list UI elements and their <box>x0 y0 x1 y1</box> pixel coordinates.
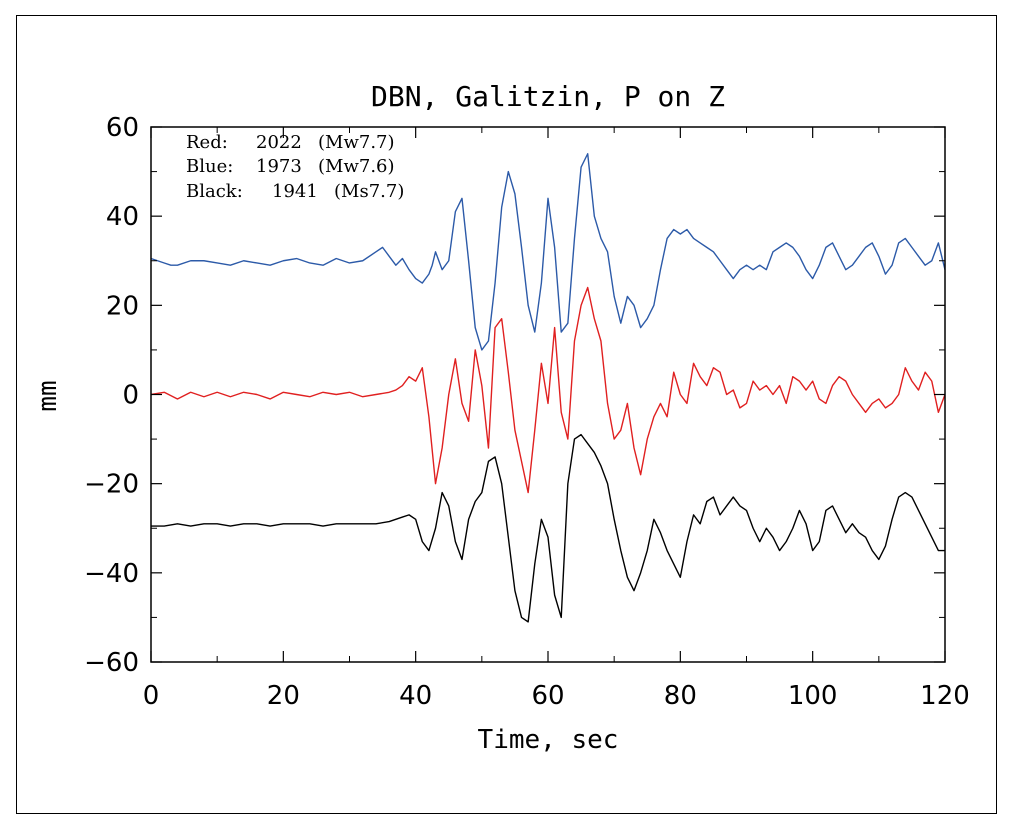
x-tick-label-5: 100 <box>788 681 838 711</box>
y-tick-label-2: 20 <box>106 291 139 321</box>
x-tick-label-6: 120 <box>920 681 970 711</box>
y-axis-label: mm <box>33 380 63 411</box>
legend-blue-year: 1973 <box>256 156 302 177</box>
legend-black-label: Black: <box>186 181 243 202</box>
figure-frame <box>16 15 997 814</box>
y-tick-label-5: −40 <box>84 559 139 589</box>
x-tick-label-4: 80 <box>664 681 697 711</box>
y-tick-label-3: 0 <box>122 381 139 411</box>
legend-black-mag: (Ms7.7) <box>334 181 404 202</box>
axis-tick-labels: 0 20 40 60 80 100 120 60 40 20 0 −20 −40 −60 <box>84 113 970 711</box>
y-tick-label-4: −20 <box>84 470 139 500</box>
series-line-1 <box>150 286 946 494</box>
series-line-2 <box>151 433 945 623</box>
legend-red-mag: (Mw7.7) <box>318 132 395 153</box>
legend-blue-label: Blue: <box>186 156 233 177</box>
x-tick-label-1: 20 <box>267 681 300 711</box>
chart-title: DBN, Galitzin, P on Z <box>371 80 725 113</box>
y-tick-label-1: 40 <box>106 202 139 232</box>
plot-area <box>150 153 946 623</box>
legend-red-label: Red: <box>186 132 228 153</box>
axis-ticks <box>150 126 946 663</box>
x-tick-label-0: 0 <box>143 681 160 711</box>
y-tick-label-6: −60 <box>84 648 139 678</box>
legend-black-year: 1941 <box>272 181 318 202</box>
x-axis-label: Time, sec <box>478 725 619 755</box>
series-line-0 <box>150 153 946 351</box>
legend-red-year: 2022 <box>256 132 302 153</box>
legend: Red: 2022 (Mw7.7) Blue: 1973 (Mw7.6) Bla… <box>186 132 404 202</box>
y-tick-label-0: 60 <box>106 113 139 143</box>
x-tick-label-2: 40 <box>399 681 432 711</box>
legend-blue-mag: (Mw7.6) <box>318 156 395 177</box>
x-tick-label-3: 60 <box>531 681 564 711</box>
